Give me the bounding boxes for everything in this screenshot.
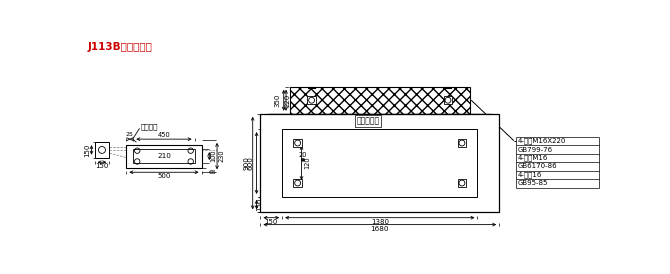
Bar bbox=[94, 142, 109, 158]
Text: 20: 20 bbox=[299, 152, 308, 158]
Text: 220: 220 bbox=[285, 94, 291, 107]
Text: GB6170-86: GB6170-86 bbox=[518, 164, 557, 170]
Bar bbox=[261, 114, 499, 212]
Text: 450: 450 bbox=[157, 132, 170, 138]
Text: 500: 500 bbox=[157, 173, 171, 179]
Bar bbox=[444, 96, 452, 104]
Bar bbox=[458, 179, 466, 187]
Text: 350: 350 bbox=[275, 93, 281, 107]
Text: 150: 150 bbox=[256, 198, 262, 211]
Text: 1380: 1380 bbox=[371, 219, 389, 225]
Text: 210: 210 bbox=[157, 153, 171, 159]
Bar bbox=[293, 139, 302, 147]
Text: 100: 100 bbox=[210, 150, 216, 162]
Text: 电源进口: 电源进口 bbox=[140, 124, 158, 130]
Text: 900: 900 bbox=[243, 156, 249, 170]
Text: 优质混凝土: 优质混凝土 bbox=[356, 117, 380, 126]
Text: 4-垫圈16: 4-垫圈16 bbox=[518, 172, 542, 178]
Bar bbox=[293, 179, 302, 187]
Text: GB799-76: GB799-76 bbox=[518, 147, 553, 153]
Bar bbox=[133, 149, 194, 163]
Text: 4-螺栓M16X220: 4-螺栓M16X220 bbox=[518, 138, 566, 144]
Bar bbox=[127, 144, 202, 168]
Bar bbox=[308, 96, 316, 104]
Text: 150: 150 bbox=[265, 219, 278, 225]
Text: 600: 600 bbox=[247, 156, 253, 170]
Text: 25: 25 bbox=[126, 132, 134, 137]
Text: 150: 150 bbox=[95, 163, 109, 169]
Text: 65: 65 bbox=[208, 170, 216, 175]
Text: 4-螺母M16: 4-螺母M16 bbox=[518, 155, 548, 161]
Bar bbox=[458, 139, 466, 147]
Text: 150: 150 bbox=[84, 143, 90, 157]
Text: GB95-85: GB95-85 bbox=[518, 180, 548, 186]
Bar bbox=[290, 87, 470, 114]
Text: 1680: 1680 bbox=[371, 226, 389, 232]
Text: 230: 230 bbox=[218, 150, 224, 162]
Text: 120: 120 bbox=[304, 157, 310, 169]
Bar bbox=[282, 129, 478, 197]
Text: J113B基础安装图: J113B基础安装图 bbox=[88, 42, 153, 52]
